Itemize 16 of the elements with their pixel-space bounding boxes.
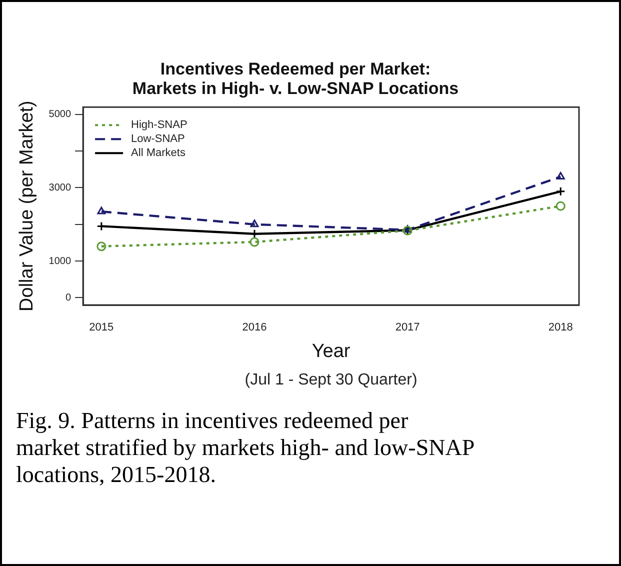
legend-label: All Markets: [131, 147, 186, 160]
x-tick-label: 2016: [242, 322, 267, 334]
legend-label: Low-SNAP: [131, 133, 185, 146]
y-tick-label: 5000: [48, 109, 72, 120]
x-axis-title: Year: [312, 340, 351, 362]
x-tick-label: 2018: [548, 322, 573, 334]
y-tick-label: 1000: [48, 256, 72, 267]
x-tick-label: 2015: [89, 322, 114, 334]
y-tick-label: 3000: [48, 182, 72, 194]
legend-label: High-SNAP: [131, 119, 188, 132]
caption: Fig. 9. Patterns in incentives redeemed per market stratified by markets high- and low-SNAP locations, 2015-2018.: [16, 407, 475, 488]
y-tick-label: 0: [65, 292, 72, 304]
text: (Jul 1 - Sept 30 Quarter): [244, 371, 418, 388]
chart-title: Incentives Redeemed per Market: Markets in High- v. Low-SNAP Locations: [132, 59, 459, 98]
x-tick-label: 2017: [395, 322, 420, 334]
y-axis-title: Dollar Value (per Market): [16, 100, 38, 312]
